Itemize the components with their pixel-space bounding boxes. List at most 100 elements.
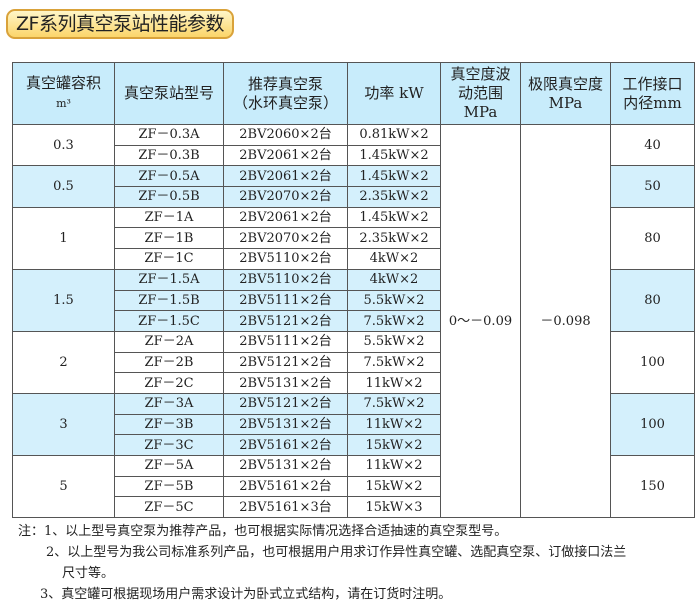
table-row: 0.5 ZF－0.5A 2BV2061×2台 1.45kW×2 50 xyxy=(12,165,695,208)
pump-cell: 2BV5111×2台 xyxy=(223,330,348,353)
volume-cell: 2 xyxy=(12,330,115,394)
header-ultimate: 极限真空度 MPa xyxy=(520,62,611,125)
pump-cell: 2BV2061×2台 xyxy=(223,206,348,229)
model-cell: ZF－0.5B xyxy=(114,186,224,208)
power-cell: 7.5kW×2 xyxy=(347,392,441,415)
power-cell: 5.5kW×2 xyxy=(347,330,441,353)
power-cell: 2.35kW×2 xyxy=(347,186,441,208)
power-cell: 7.5kW×2 xyxy=(347,351,441,374)
model-cell: ZF－1C xyxy=(114,248,224,270)
pump-cell: 2BV5121×2台 xyxy=(223,310,348,332)
note-2-cont: 尺寸等。 xyxy=(62,566,115,581)
header-pump: 推荐真空泵 （水环真空泵） xyxy=(223,62,348,125)
note-1: 注：1、以上型号真空泵为推荐产品，也可根据实际情况选择合适抽速的真空泵型号。 xyxy=(18,524,508,539)
pump-cell: 2BV5121×2台 xyxy=(223,351,348,374)
table-row: ZF－0.5B 2BV2070×2台 2.35kW×2 xyxy=(13,186,695,208)
table-row: 1 ZF－1A 2BV2061×2台 1.45kW×2 80 xyxy=(12,206,695,270)
ultimate-cell: －0.098 xyxy=(520,123,611,519)
page-title: ZF系列真空泵站性能参数 xyxy=(6,9,234,39)
volume-cell: 0.3 xyxy=(12,123,115,167)
volume-cell: 0.5 xyxy=(12,165,115,208)
volume-cell: 3 xyxy=(12,392,115,457)
table-row: ZF－5B 2BV5161×2台 15kW×2 xyxy=(13,475,695,498)
power-cell: 4kW×2 xyxy=(347,268,441,291)
power-cell: 4kW×2 xyxy=(347,248,441,270)
pump-cell: 2BV5161×3台 xyxy=(223,496,348,519)
pump-cell: 2BV2070×2台 xyxy=(223,227,348,250)
model-cell: ZF－2A xyxy=(114,330,224,353)
table-row: ZF－1.5B 2BV5111×2台 5.5kW×2 xyxy=(13,289,695,312)
volume-cell: 1 xyxy=(12,206,115,270)
bore-cell: 150 xyxy=(610,454,695,519)
header-volume: 真空罐容积 m³ xyxy=(12,62,115,125)
bore-cell: 50 xyxy=(610,165,695,208)
power-cell: 1.45kW×2 xyxy=(347,206,441,229)
performance-table: 真空罐容积 m³ 真空泵站型号 推荐真空泵 （水环真空泵） 功率 kW 真空度波 动范… xyxy=(12,62,695,519)
bore-cell: 100 xyxy=(610,330,695,394)
pump-cell: 2BV5111×2台 xyxy=(223,289,348,312)
bore-cell: 80 xyxy=(610,206,695,270)
model-cell: ZF－3C xyxy=(114,434,224,456)
model-cell: ZF－5C xyxy=(114,496,224,519)
model-cell: ZF－3A xyxy=(114,392,224,415)
power-cell: 0.81kW×2 xyxy=(347,124,441,146)
pump-cell: 2BV2061×2台 xyxy=(223,165,348,188)
model-cell: ZF－5B xyxy=(114,475,224,498)
note-2: 2、以上型号为我公司标准系列产品，也可根据用户用求订作异性真空罐、选配真空泵、订… xyxy=(46,545,627,560)
pump-cell: 2BV2060×2台 xyxy=(223,124,348,146)
power-cell: 1.45kW×2 xyxy=(347,144,441,167)
header-bore: 工作接口 内径mm xyxy=(610,62,695,125)
table-row: 0.3 ZF－0.3A 2BV2060×2台 0.81kW×2 0～－0.09 －0.09… xyxy=(12,123,695,519)
model-cell: ZF－2B xyxy=(114,351,224,374)
power-cell: 2.35kW×2 xyxy=(347,227,441,250)
model-cell: ZF－5A xyxy=(114,455,224,477)
model-cell: ZF－0.5A xyxy=(114,165,224,188)
model-cell: ZF－1A xyxy=(114,206,224,229)
model-cell: ZF－1.5C xyxy=(114,310,224,332)
power-cell: 11kW×2 xyxy=(347,372,441,394)
power-cell: 15kW×2 xyxy=(347,434,441,456)
pump-cell: 2BV5131×2台 xyxy=(223,372,348,394)
notes: 注：1、以上型号真空泵为推荐产品，也可根据实际情况选择合适抽速的真空泵型号。 2… xyxy=(18,521,626,605)
pump-cell: 2BV5131×2台 xyxy=(223,455,348,477)
pump-cell: 2BV5110×2台 xyxy=(223,248,348,270)
power-cell: 1.45kW×2 xyxy=(347,165,441,188)
model-cell: ZF－1.5A xyxy=(114,268,224,291)
header-fluctuation: 真空度波 动范围 MPa xyxy=(440,62,521,125)
volume-cell: 5 xyxy=(12,454,115,519)
pump-cell: 2BV5161×2台 xyxy=(223,475,348,498)
note-3: 3、真空罐可根据现场用户需求设计为卧式立式结构，请在订货时注明。 xyxy=(40,587,452,602)
pump-cell: 2BV5110×2台 xyxy=(223,268,348,291)
pump-cell: 2BV5121×2台 xyxy=(223,392,348,415)
pump-cell: 2BV2061×2台 xyxy=(223,144,348,167)
power-cell: 11kW×2 xyxy=(347,455,441,477)
model-cell: ZF－2C xyxy=(114,372,224,394)
header-model: 真空泵站型号 xyxy=(114,62,224,125)
model-cell: ZF－1B xyxy=(114,227,224,250)
table-row: ZF－3C 2BV5161×2台 15kW×2 xyxy=(13,434,695,456)
table-row: 5 ZF－5A 2BV5131×2台 11kW×2 150 xyxy=(12,454,695,519)
table-row: ZF－3B 2BV5131×2台 11kW×2 xyxy=(13,413,695,436)
header-power: 功率 kW xyxy=(347,62,441,125)
pump-cell: 2BV5131×2台 xyxy=(223,413,348,436)
model-cell: ZF－1.5B xyxy=(114,289,224,312)
power-cell: 15kW×2 xyxy=(347,475,441,498)
table-row: ZF－2C 2BV5131×2台 11kW×2 xyxy=(13,372,695,394)
table-row: 1.5 ZF－1.5A 2BV5110×2台 4kW×2 80 xyxy=(12,268,695,332)
volume-cell: 1.5 xyxy=(12,268,115,332)
pump-cell: 2BV5161×2台 xyxy=(223,434,348,456)
bore-cell: 80 xyxy=(610,268,695,332)
power-cell: 15kW×3 xyxy=(347,496,441,519)
power-cell: 7.5kW×2 xyxy=(347,310,441,332)
table-row: 2 ZF－2A 2BV5111×2台 5.5kW×2 100 xyxy=(12,330,695,394)
table-row: ZF－5C 2BV5161×3台 15kW×3 xyxy=(13,496,695,519)
bore-cell: 100 xyxy=(610,392,695,457)
model-cell: ZF－0.3B xyxy=(114,144,224,167)
table-row: ZF－1B 2BV2070×2台 2.35kW×2 xyxy=(13,227,695,250)
bore-cell: 40 xyxy=(610,123,695,167)
pump-cell: 2BV2070×2台 xyxy=(223,186,348,208)
power-cell: 11kW×2 xyxy=(347,413,441,436)
header-row: 真空罐容积 m³ 真空泵站型号 推荐真空泵 （水环真空泵） 功率 kW 真空度波 动范… xyxy=(12,62,695,125)
model-cell: ZF－0.3A xyxy=(114,124,224,146)
fluctuation-cell: 0～－0.09 xyxy=(440,123,521,519)
